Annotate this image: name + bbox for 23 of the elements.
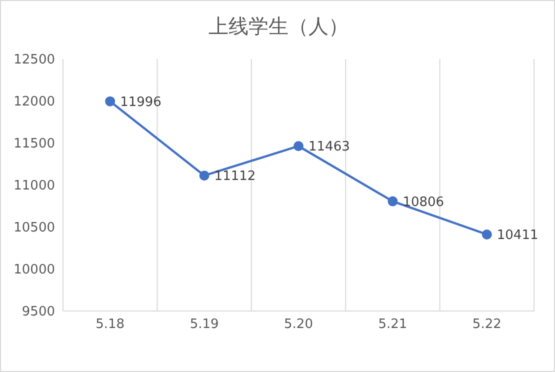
x-tick-label: 5.18 (96, 317, 125, 332)
point (294, 141, 304, 152)
point (482, 229, 492, 240)
point (388, 196, 398, 206)
x-tick-label: 5.20 (284, 317, 313, 332)
point (199, 170, 210, 181)
data-label: 11112 (214, 169, 256, 184)
x-tick-label: 5.19 (190, 317, 219, 332)
chart-title: 上线学生（人） (208, 13, 350, 40)
point (105, 96, 116, 106)
data-label: 11463 (308, 140, 350, 155)
y-tick-label: 12500 (14, 52, 55, 68)
y-tick-label: 11500 (14, 136, 55, 152)
y-tick-label: 10000 (14, 262, 55, 278)
x-tick-label: 5.21 (378, 317, 408, 332)
y-tick-label: 10500 (14, 220, 55, 236)
data-label: 10411 (496, 228, 538, 244)
data-label: 10806 (402, 194, 444, 210)
y-tick-label: 11000 (14, 178, 55, 194)
y-tick-label: 12000 (14, 94, 55, 110)
y-tick-label: 9500 (22, 304, 55, 320)
data-label: 11996 (120, 94, 162, 110)
x-tick-label: 5.22 (472, 317, 502, 332)
